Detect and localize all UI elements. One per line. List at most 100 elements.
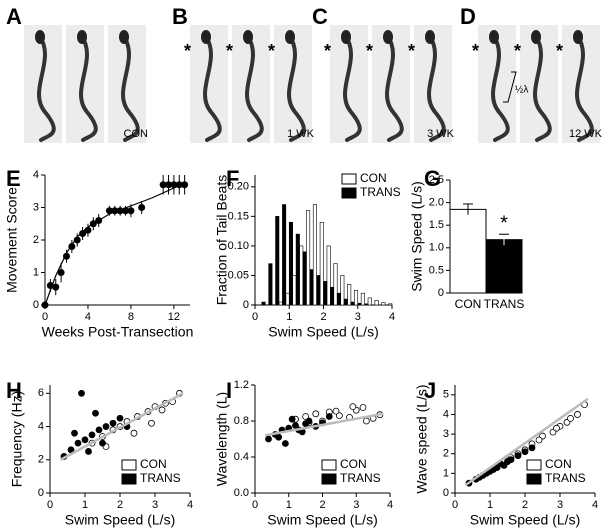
larva-head	[341, 30, 351, 44]
point	[71, 429, 78, 437]
histogram-bar	[309, 269, 314, 306]
legend-swatch	[121, 459, 137, 471]
significance-mark: *	[500, 213, 508, 235]
legend-label: TRANS	[360, 185, 401, 199]
point	[288, 415, 296, 423]
histogram-bar	[299, 245, 304, 306]
larva-body	[491, 33, 510, 142]
y-tick-label: 0.20	[228, 181, 249, 193]
y-tick-label: 0	[443, 487, 449, 499]
point	[52, 283, 60, 291]
point	[265, 435, 272, 443]
histogram-bar	[312, 204, 317, 306]
histogram-bar	[343, 298, 348, 306]
x-tick-label: 1	[82, 499, 88, 511]
legend-label: CON	[140, 457, 167, 471]
histogram-bar	[333, 263, 338, 306]
x-tick-label: 3	[152, 499, 158, 511]
x-tick-label: 2	[319, 499, 325, 511]
y-tick-label: 1.0	[429, 242, 444, 254]
point	[535, 436, 543, 444]
x-tick-label: 3	[355, 311, 361, 323]
y-axis-label: Fraction of Tail Beats	[214, 175, 230, 305]
point	[78, 389, 85, 397]
point	[84, 226, 92, 234]
point	[99, 439, 106, 447]
bar	[485, 239, 523, 294]
point	[88, 431, 96, 439]
legend-swatch	[121, 473, 137, 485]
y-axis-label: Swim Speed (L/s)	[409, 181, 425, 291]
point	[362, 417, 370, 425]
point	[349, 403, 357, 411]
point	[302, 420, 310, 428]
y-tick-label: 0.10	[228, 240, 249, 252]
y-tick-label: 0	[438, 287, 444, 299]
legend-label: CON	[545, 457, 572, 471]
point	[95, 426, 103, 434]
x-tick-label: 1	[487, 499, 493, 511]
larva-body	[533, 33, 552, 142]
point	[127, 207, 135, 215]
larva-body	[575, 33, 594, 142]
histogram-bar	[292, 275, 297, 306]
x-tick-label: TRANS	[484, 297, 525, 311]
asterisk: *	[226, 41, 233, 61]
y-tick-label: 0.8	[234, 415, 249, 427]
asterisk: *	[324, 41, 331, 61]
larva-head	[573, 30, 583, 44]
y-tick-label: 1	[443, 467, 449, 479]
photo-caption: CON	[124, 128, 149, 140]
point	[79, 230, 87, 237]
legend-label: TRANS	[140, 471, 181, 485]
panel: I 0.0 0.4 0.8 1.2 0 1 2 3 4 Swim Speed (L/s) Wavele…	[214, 378, 393, 528]
histogram-bar	[295, 233, 300, 306]
larva-body	[385, 33, 404, 142]
x-tick-label: 2	[320, 311, 326, 323]
y-tick-label: 0.0	[234, 487, 249, 499]
point	[138, 204, 146, 211]
y-tick-label: 0	[38, 487, 44, 499]
legend-swatch	[526, 459, 542, 471]
histogram-bar	[285, 292, 290, 306]
point	[85, 448, 92, 455]
legend-label: TRANS	[340, 471, 381, 485]
asterisk: *	[268, 41, 275, 61]
x-tick-label: 4	[387, 499, 393, 511]
point	[116, 414, 124, 422]
histogram-bar	[367, 297, 372, 306]
y-tick-label: 1	[33, 266, 39, 278]
y-tick-label: 1.2	[234, 379, 249, 391]
panel-letter: J	[424, 378, 436, 403]
panel: H 0 2 4 6 0 1 2 3 4 Swim Speed (L/s) Frequency (Hz)…	[6, 378, 193, 528]
point	[74, 439, 82, 447]
point	[122, 207, 130, 215]
histogram-bar	[357, 302, 362, 306]
histogram-bar	[319, 221, 324, 306]
larva-head	[119, 30, 129, 44]
wavelength-note: ½λ	[515, 85, 528, 96]
wavelength-bracket	[503, 71, 517, 103]
x-axis-label: Swim Speed (L/s)	[470, 512, 580, 528]
larva-body	[427, 33, 446, 142]
legend-label: CON	[360, 171, 387, 185]
histogram-bar	[347, 284, 352, 306]
histogram-bar	[268, 263, 273, 306]
larva-head	[425, 30, 435, 44]
point	[292, 422, 299, 429]
point	[335, 412, 343, 420]
legend-swatch	[321, 473, 337, 485]
x-tick-label: 4	[592, 499, 598, 511]
larva-head	[35, 30, 45, 44]
y-tick-label: 0.4	[234, 451, 249, 463]
histogram-bar	[330, 286, 335, 306]
y-tick-label: 0.15	[228, 210, 249, 222]
bar	[449, 208, 487, 294]
point	[504, 458, 511, 465]
histogram-bar	[360, 292, 365, 306]
y-tick-label: 4	[38, 420, 44, 432]
panel: J 0 1 2 3 4 5 0 1 2 3 4 Swim Speed (L/s) Wave speed (…	[414, 378, 598, 528]
asterisk: *	[366, 41, 373, 61]
fit-line	[464, 397, 589, 487]
